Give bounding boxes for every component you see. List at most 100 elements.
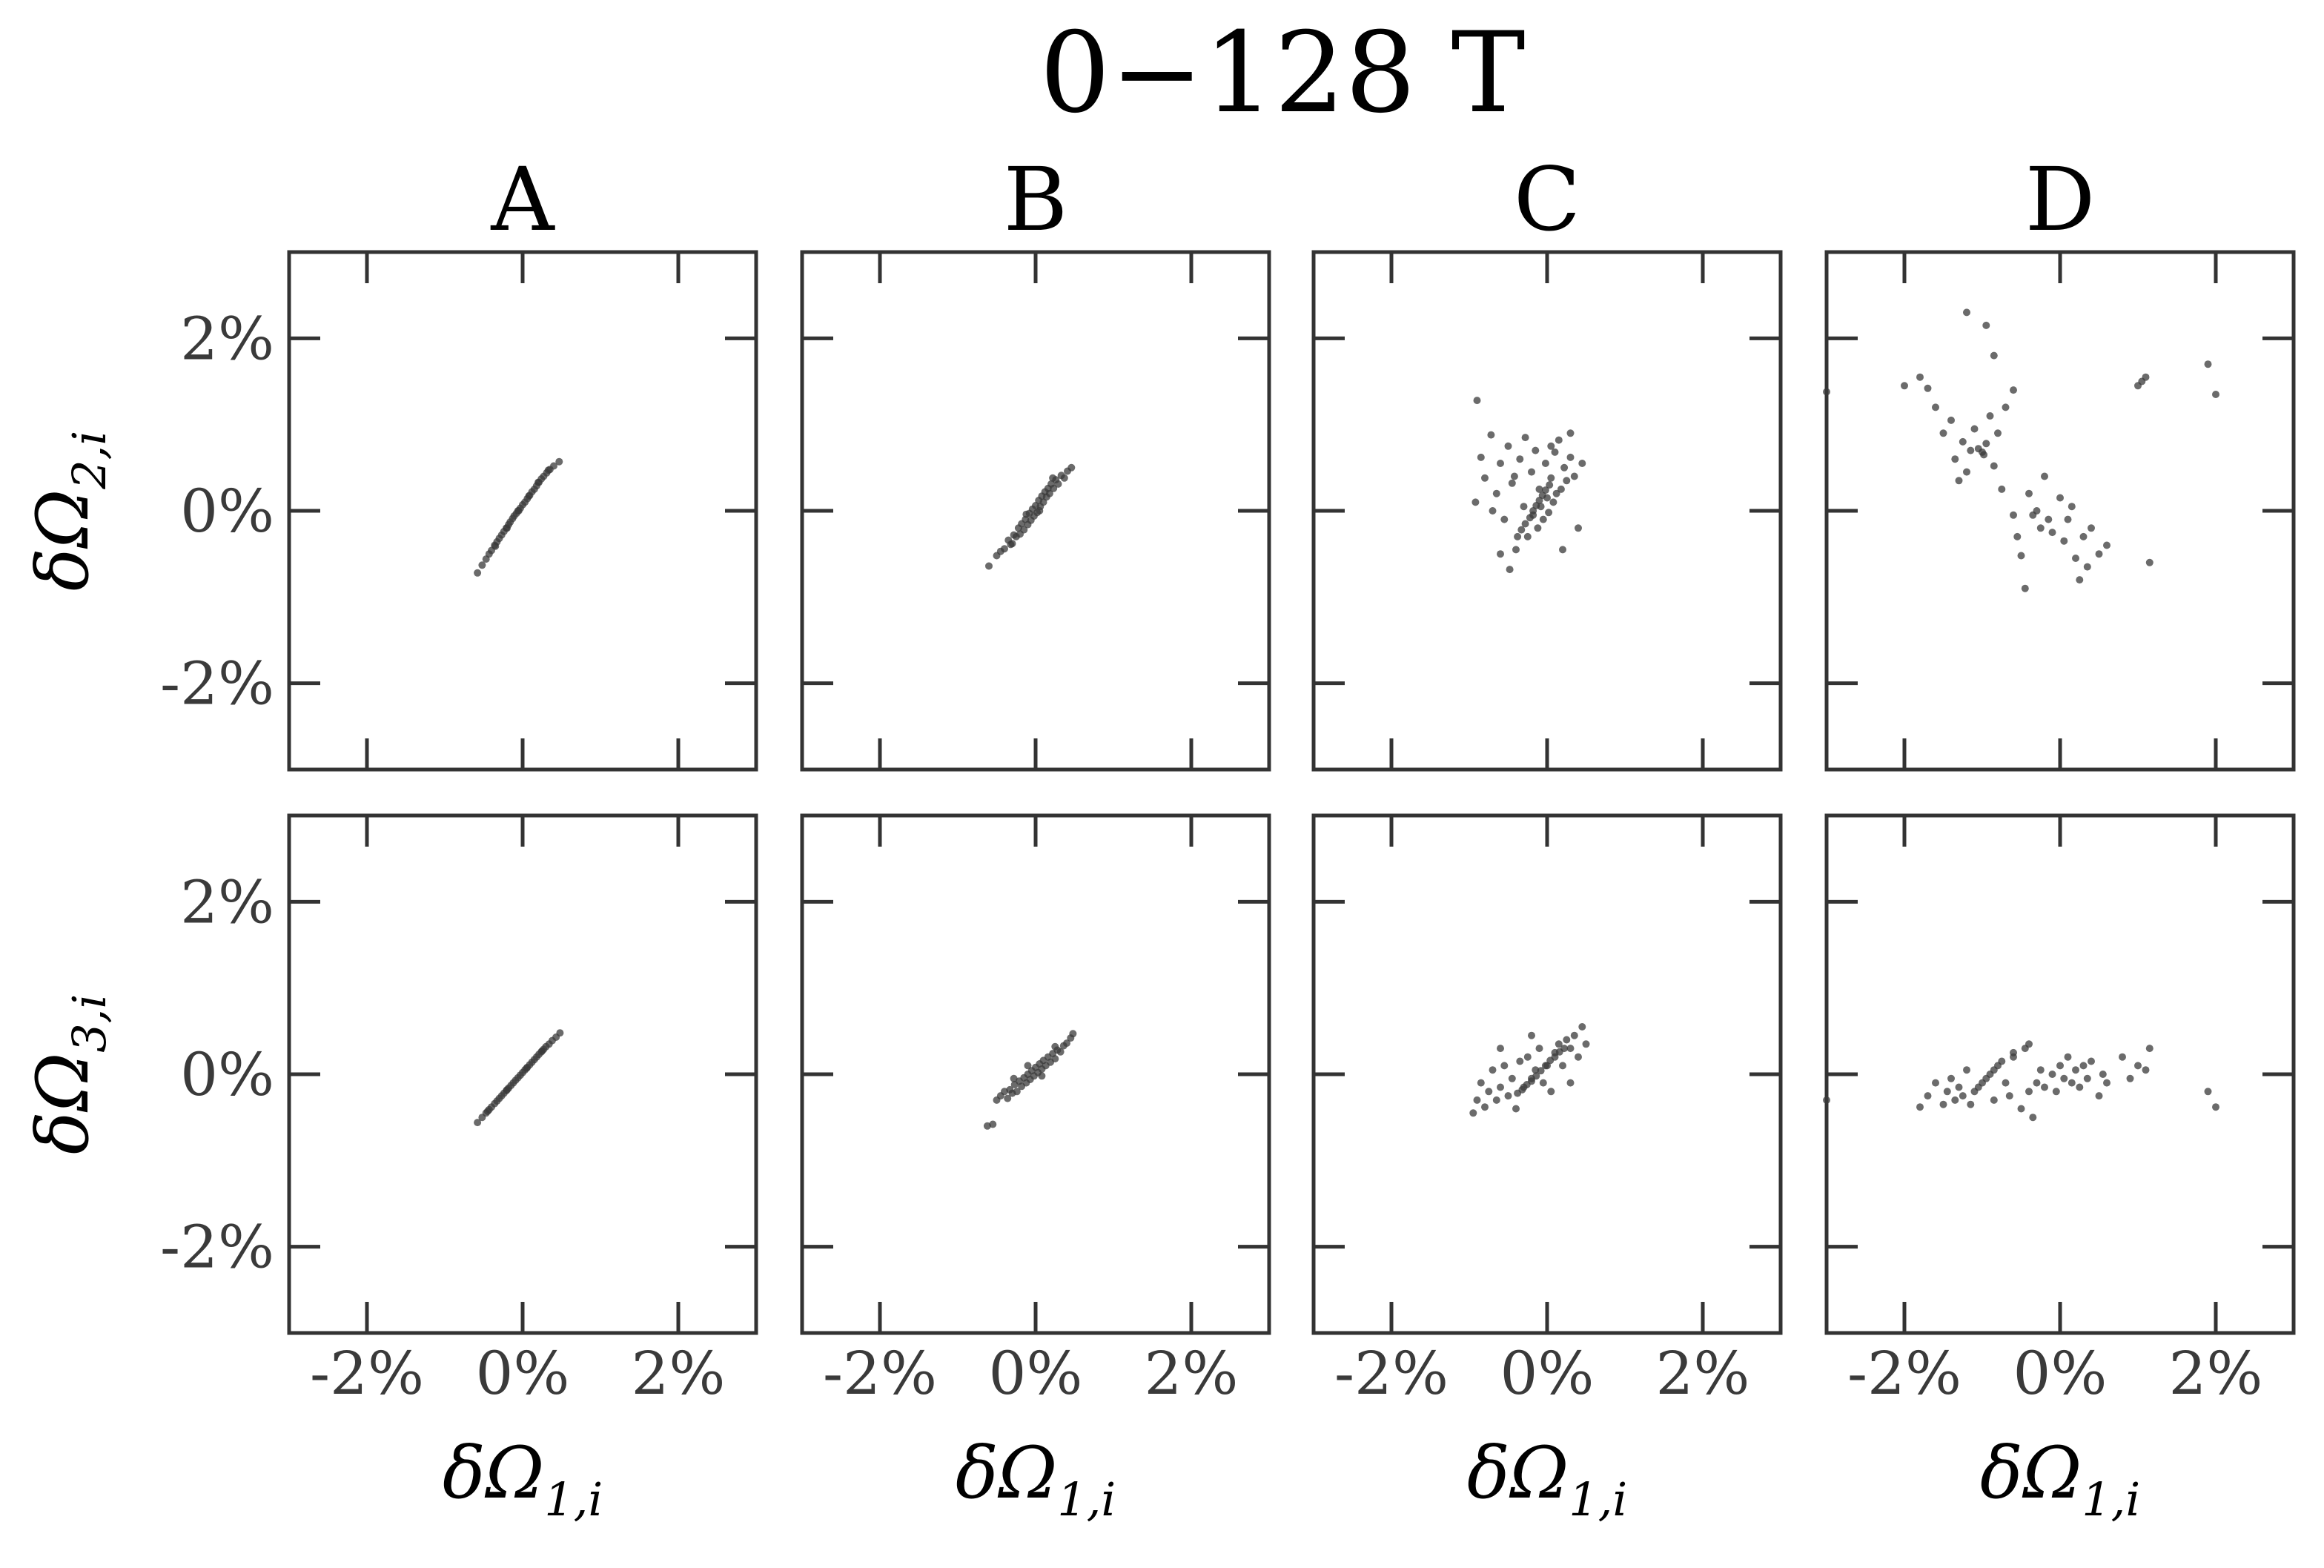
scatter-point: [2064, 1053, 2072, 1061]
scatter-point: [1532, 1072, 1540, 1080]
svg-text:δΩ1,i: δΩ1,i: [1980, 1432, 2140, 1526]
panel-d-row1: [1823, 250, 2296, 772]
x-axis-label-a-symbol: δΩ: [443, 1432, 544, 1515]
scatter-point: [1541, 1062, 1549, 1070]
scatter-point: [1517, 526, 1526, 534]
scatter-point: [1552, 489, 1560, 497]
scatter-point: [2079, 532, 2088, 540]
scatter-point: [1967, 446, 1975, 454]
scatter-point: [1578, 460, 1586, 467]
scatter-point: [1050, 484, 1058, 492]
scatter-point: [1990, 462, 1998, 470]
scatter-point: [2033, 507, 2041, 515]
x-tick-label: 2%: [1656, 1339, 1750, 1408]
scatter-point: [2048, 529, 2056, 537]
scatter-point: [1555, 1040, 1563, 1048]
x-axis-label-b-subscript: 1,i: [1057, 1472, 1116, 1526]
panel-c-row2: [1311, 813, 1783, 1335]
scatter-point: [2076, 576, 2084, 584]
scatter-point: [2025, 1088, 2033, 1096]
scatter-point: [1939, 1100, 1947, 1108]
scatter-point: [1563, 477, 1571, 485]
scatter-point: [1998, 1057, 2006, 1065]
scatter-point: [1001, 545, 1008, 553]
scatter-point: [483, 1108, 491, 1115]
scatter-point: [2060, 1074, 2068, 1082]
scatter-point: [1489, 507, 1497, 515]
scatter-point: [491, 542, 500, 550]
scatter-point: [1539, 515, 1547, 523]
scatter-point: [525, 492, 533, 500]
scatter-point: [2145, 558, 2153, 566]
scatter-point: [2083, 563, 2091, 571]
scatter-point: [1036, 507, 1044, 515]
scatter-point: [2083, 1074, 2091, 1082]
scatter-point: [534, 478, 542, 486]
scatter-point: [1566, 429, 1575, 437]
scatter-point: [1959, 1092, 1967, 1100]
scatter-point: [1955, 1083, 1963, 1091]
scatter-point: [1916, 373, 1924, 381]
scatter-point: [1575, 1053, 1582, 1061]
scatter-point: [1481, 1103, 1489, 1111]
scatter-point: [1916, 1103, 1924, 1111]
x-axis-label-d-subscript: 1,i: [2082, 1472, 2140, 1526]
scatter-point: [2212, 391, 2219, 398]
scatter-point: [1049, 474, 1057, 482]
scatter-point: [1067, 463, 1076, 472]
scatter-point: [1512, 546, 1520, 554]
scatter-point: [1500, 515, 1509, 523]
scatter-point: [2029, 1114, 2037, 1122]
scatter-point: [544, 466, 552, 474]
scatter-point: [1481, 474, 1489, 482]
scatter-point: [2142, 373, 2150, 381]
scatter-point: [1560, 463, 1569, 472]
scatter-point: [1492, 1096, 1500, 1104]
y-tick-label: -2%: [160, 1213, 274, 1282]
scatter-point: [1489, 1066, 1497, 1074]
scatter-point: [1998, 485, 2006, 493]
scatter-point: [1069, 1030, 1077, 1038]
scatter-point: [1514, 532, 1522, 540]
scatter-point: [1541, 460, 1549, 467]
scatter-point: [2025, 1040, 2033, 1048]
scatter-point: [2048, 1071, 2056, 1078]
scatter-point: [538, 1047, 546, 1055]
scatter-point: [2076, 1083, 2084, 1091]
scatter-point: [1560, 1045, 1569, 1053]
scatter-point: [474, 1119, 482, 1127]
scatter-point: [2204, 360, 2212, 368]
svg-text:δΩ2,i: δΩ2,i: [21, 431, 116, 591]
scatter-point: [1510, 472, 1518, 480]
scatter-point: [1473, 1096, 1481, 1104]
scatter-point: [1932, 1079, 1939, 1087]
x-tick-label: 0%: [989, 1339, 1083, 1408]
scatter-point: [1512, 1105, 1520, 1113]
scatter-point: [1038, 1072, 1046, 1080]
scatter-point: [1924, 384, 1932, 392]
x-axis-label-c-subscript: 1,i: [1569, 1472, 1627, 1526]
scatter-point: [1471, 498, 1480, 506]
scatter-point: [1506, 566, 1514, 574]
scatter-point: [1549, 498, 1557, 506]
panel-c-row1: [1311, 250, 1783, 772]
scatter-point: [2017, 552, 2025, 560]
scatter-point: [1051, 1055, 1059, 1063]
scatter-point: [1487, 431, 1495, 439]
panel-grid: A B C D-2%0%2%δΩ2,i-2%0%2%δΩ3,i-2% 0% 2%δΩ1,i…: [21, 148, 2296, 1526]
plot-frame: [1824, 813, 2296, 1335]
scatter-point: [1477, 453, 1485, 461]
svg-text:δΩ1,i: δΩ1,i: [956, 1432, 1116, 1526]
scatter-point: [1539, 1079, 1547, 1087]
x-tick-label: 2%: [2169, 1339, 2263, 1408]
scatter-point: [2002, 1079, 2010, 1087]
scatter-point: [1521, 520, 1529, 528]
scatter-point: [1546, 481, 1554, 489]
scatter-point: [1570, 1031, 1578, 1039]
scatter-point: [503, 1085, 511, 1094]
figure-title: 0−128 T: [1039, 9, 1525, 138]
scatter-point: [1551, 448, 1559, 456]
scatter-point: [1939, 429, 1947, 437]
scatter-point: [1516, 455, 1524, 463]
column-header-b: B: [1004, 148, 1068, 251]
